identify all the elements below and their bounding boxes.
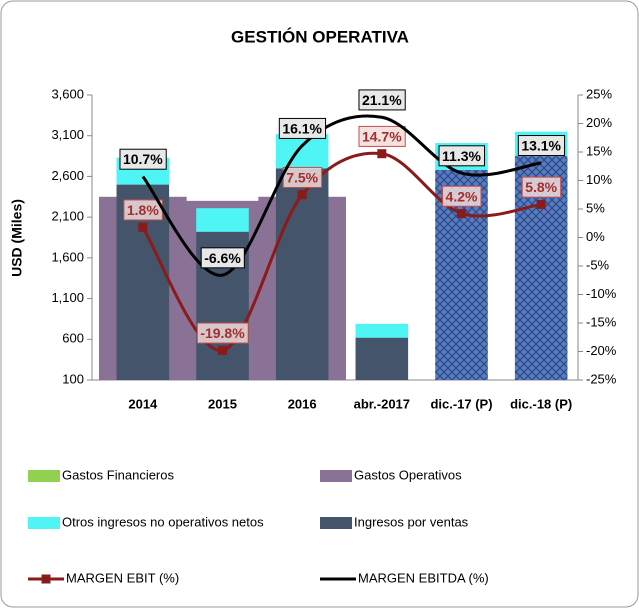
marker — [457, 209, 466, 219]
marker — [377, 149, 387, 159]
y2-tick-label: -20% — [586, 343, 617, 358]
label-box — [438, 145, 486, 167]
data-label: 21.1% — [362, 92, 402, 108]
bar-segment — [196, 208, 249, 232]
marker — [218, 345, 227, 355]
legend-label: Gastos Operativos — [354, 467, 462, 482]
x-tick-label: 2015 — [208, 396, 237, 411]
y-tick-label: 1,600 — [51, 249, 84, 264]
y2-tick-label: -10% — [586, 286, 617, 301]
label-box — [119, 148, 167, 170]
data-label: 10.7% — [123, 151, 163, 167]
legend-swatch — [320, 517, 352, 529]
data-label: 14.7% — [362, 128, 402, 144]
legend-label: Gastos Financieros — [62, 467, 174, 482]
label-box — [358, 89, 406, 111]
y2-tick-label: 5% — [586, 200, 605, 215]
y2-tick-label: 10% — [586, 172, 612, 187]
legend-swatch — [320, 470, 352, 482]
bar — [355, 337, 409, 380]
y-axis-label: USD (Miles) — [9, 199, 25, 277]
chart-title: GESTIÓN OPERATIVA — [231, 27, 409, 46]
y-tick-label: 2,600 — [51, 168, 84, 183]
y-tick-label: 1,100 — [51, 290, 84, 305]
y-tick-label: 100 — [62, 371, 84, 386]
y-tick-label: 3,100 — [51, 127, 84, 142]
legend-marker — [41, 574, 51, 584]
data-label: 5.8% — [525, 179, 557, 195]
bar-segment — [355, 323, 409, 338]
data-label: 1.8% — [127, 202, 159, 218]
x-tick-label: abr.-2017 — [354, 396, 410, 411]
y2-tick-label: 15% — [586, 143, 612, 158]
data-label: 11.3% — [442, 148, 481, 164]
label-box — [358, 125, 406, 147]
y-tick-label: 3,600 — [51, 86, 84, 101]
legend-label: MARGEN EBITDA (%) — [358, 570, 489, 585]
x-tick-label: dic.-17 (P) — [430, 396, 492, 411]
data-label: 13.1% — [521, 138, 561, 154]
data-label: -19.8% — [200, 325, 245, 341]
y2-tick-label: 0% — [586, 229, 605, 244]
marker — [138, 222, 148, 232]
y2-tick-label: -15% — [586, 314, 617, 329]
y2-tick-label: -5% — [586, 257, 610, 272]
legend-swatch — [28, 470, 60, 482]
label-box — [521, 176, 562, 198]
label-box — [517, 135, 566, 157]
y2-tick-label: 25% — [586, 86, 612, 101]
label-box — [278, 117, 327, 139]
legend-swatch — [28, 517, 60, 529]
data-label: 16.1% — [282, 120, 322, 136]
x-tick-label: 2014 — [128, 396, 158, 411]
y2-tick-label: -25% — [586, 371, 617, 386]
label-box — [442, 185, 482, 207]
legend-label: Ingresos por ventas — [354, 514, 469, 529]
y-tick-label: 600 — [62, 331, 84, 346]
data-label: 7.5% — [286, 169, 318, 185]
bar — [275, 168, 329, 380]
x-tick-label: dic.-18 (P) — [510, 396, 572, 411]
y2-tick-label: 20% — [586, 115, 612, 130]
data-label: 4.2% — [446, 188, 478, 204]
legend-label: Otros ingresos no operativos netos — [62, 514, 264, 529]
marker — [536, 199, 546, 209]
y-tick-label: 2,100 — [51, 209, 84, 224]
marker — [297, 190, 307, 200]
label-box — [196, 322, 249, 344]
data-label: -6.6% — [204, 250, 241, 266]
label-box — [200, 247, 245, 269]
legend-label: MARGEN EBIT (%) — [66, 570, 179, 585]
x-tick-label: 2016 — [288, 396, 317, 411]
bar-segment — [275, 134, 329, 169]
